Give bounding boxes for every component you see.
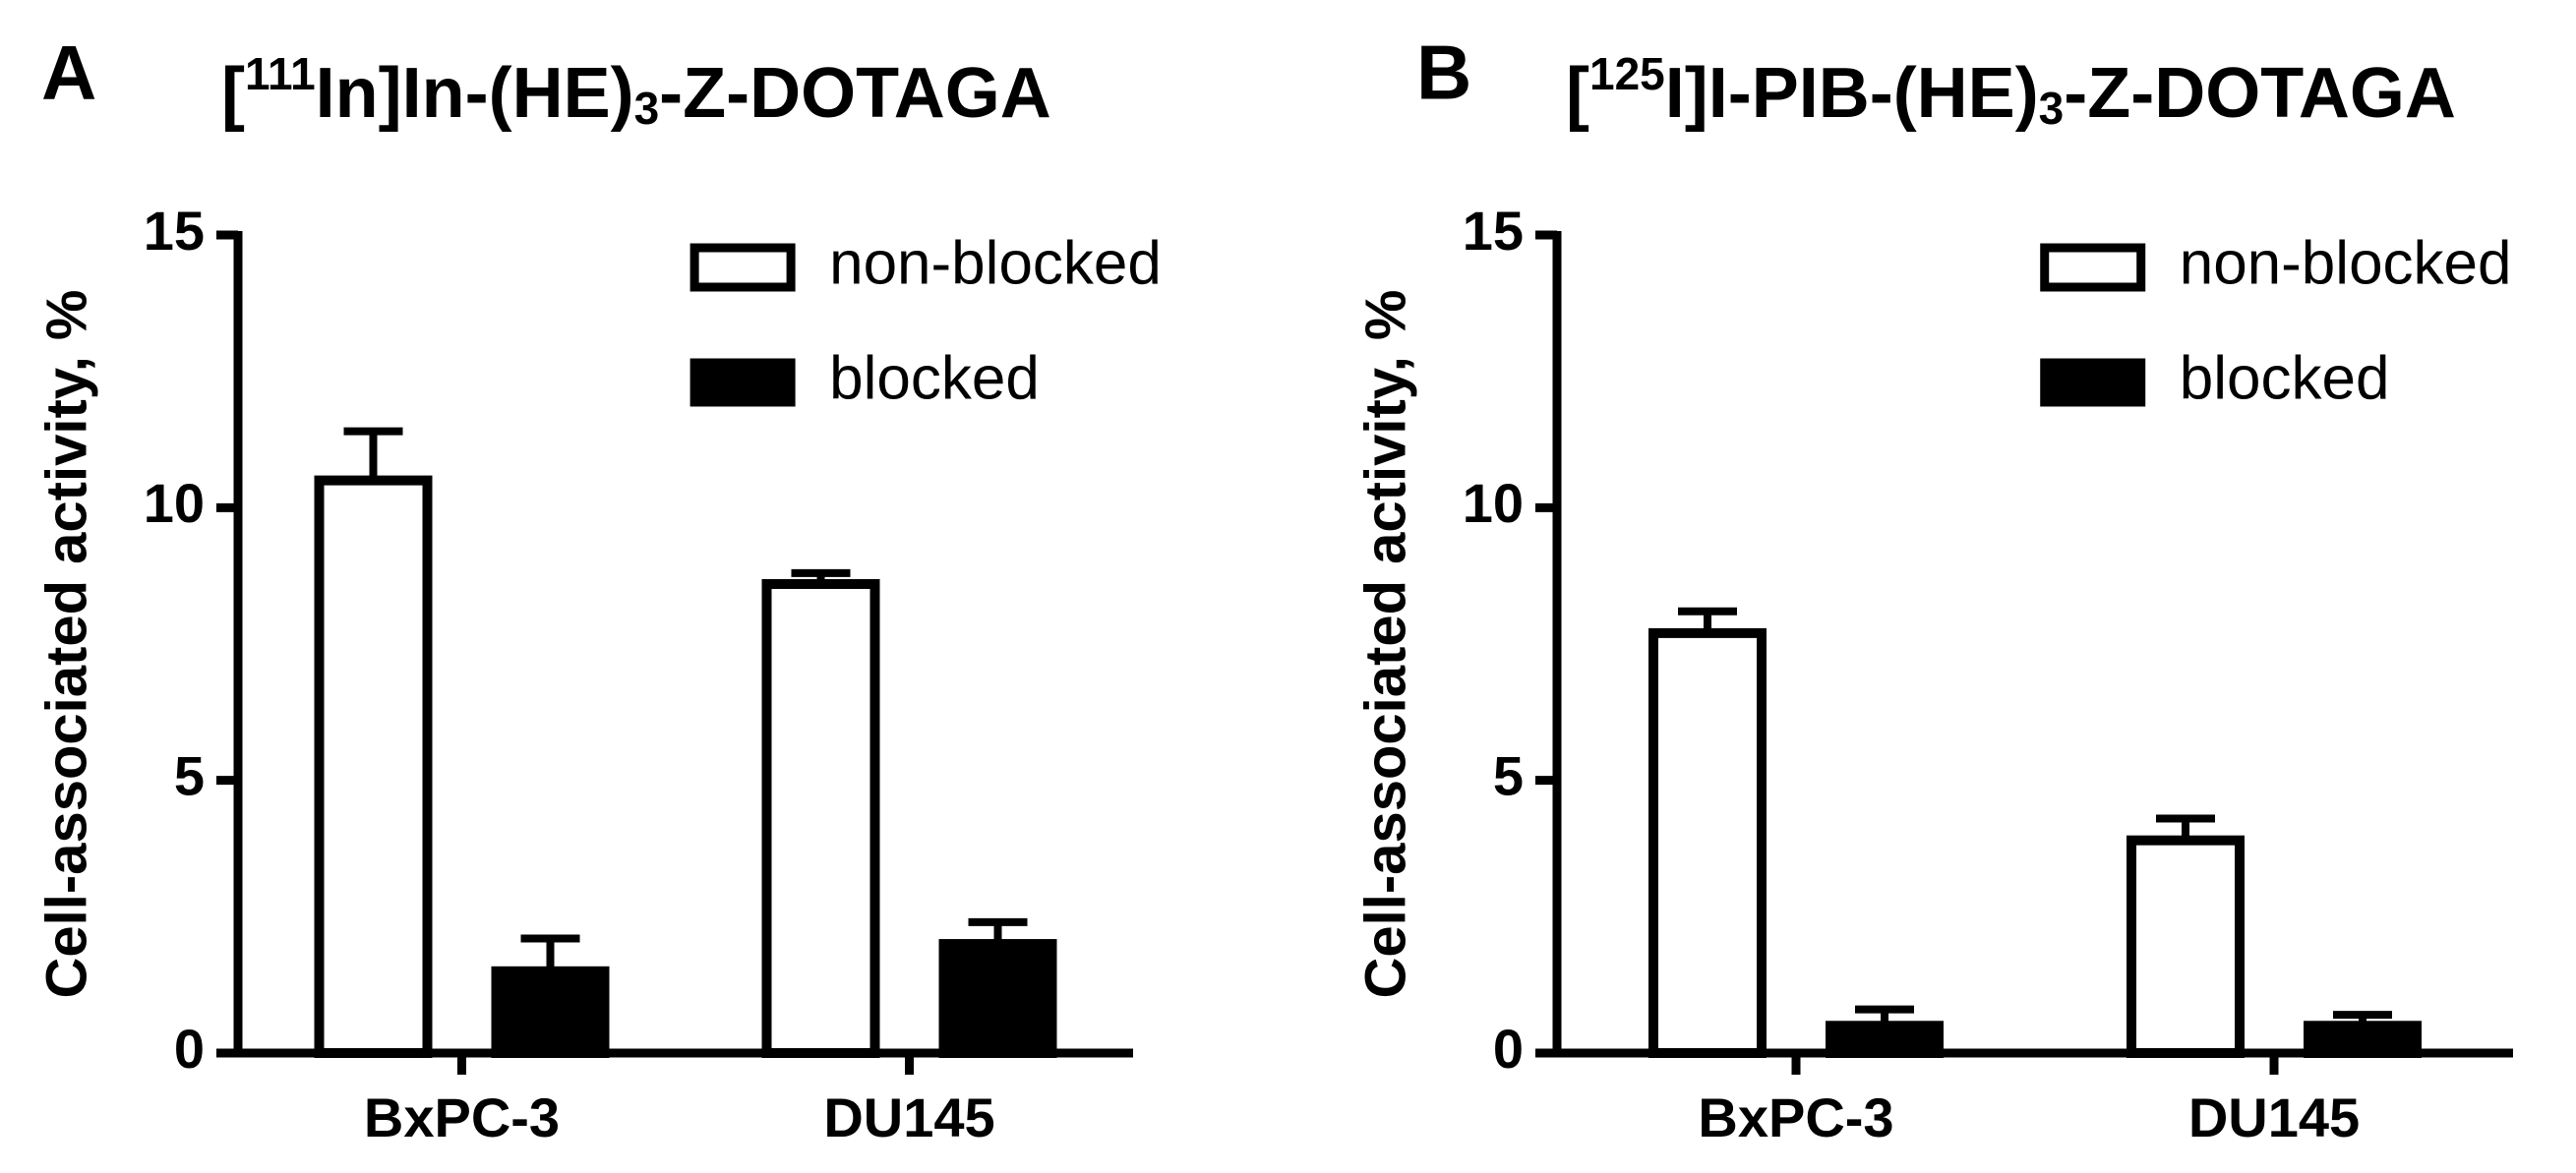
y-tick-label: 0 [174, 1018, 205, 1080]
bar [761, 578, 880, 1059]
bar [938, 939, 1057, 1058]
legend-swatch [689, 243, 796, 292]
legend-swatch [689, 358, 796, 407]
title-part: -Z-DOTAGA [2064, 54, 2456, 133]
chart-title: [125I]I-PIB-(HE)3-Z-DOTAGA [1566, 48, 2456, 133]
legend-label: non-blocked [829, 229, 1162, 297]
x-tick-label: BxPC-3 [1698, 1086, 1893, 1148]
legend-label: non-blocked [2180, 229, 2512, 297]
chart-title: [111In]In-(HE)3-Z-DOTAGA [221, 48, 1051, 133]
y-axis-label: Cell-associated activity, % [1353, 289, 1417, 998]
legend-swatch [2040, 358, 2146, 407]
title-part: [ [221, 54, 245, 133]
bar [2304, 1021, 2422, 1059]
x-tick-label: DU145 [823, 1086, 994, 1148]
y-tick-label: 15 [1463, 200, 1524, 262]
bar [314, 475, 433, 1059]
y-tick-label: 10 [144, 472, 205, 534]
y-tick-label: 15 [144, 200, 205, 262]
title-part: 3 [2039, 83, 2065, 134]
y-tick-label: 10 [1463, 472, 1524, 534]
title-part: -Z-DOTAGA [659, 54, 1051, 133]
x-tick-label: DU145 [2188, 1086, 2360, 1148]
legend-label: blocked [829, 344, 1040, 412]
title-part: 3 [634, 83, 660, 134]
title-part: 125 [1589, 48, 1665, 99]
y-tick-label: 5 [174, 744, 205, 806]
bar [2127, 835, 2245, 1058]
panel-label: B [1416, 29, 1471, 116]
panel-label: A [41, 29, 96, 116]
title-part: [ [1566, 54, 1589, 133]
bar [1826, 1021, 1944, 1059]
title-part: 111 [245, 48, 316, 99]
legend-label: blocked [2180, 344, 2390, 412]
legend-swatch [2040, 243, 2146, 292]
title-part: I]I-PIB-(HE) [1665, 54, 2039, 133]
y-tick-label: 0 [1493, 1018, 1524, 1080]
bar [491, 966, 610, 1058]
y-tick-label: 5 [1493, 744, 1524, 806]
bar [1648, 627, 1767, 1058]
title-part: In]In-(HE) [316, 54, 634, 133]
y-axis-label: Cell-associated activity, % [34, 289, 98, 998]
x-tick-label: BxPC-3 [364, 1086, 560, 1148]
